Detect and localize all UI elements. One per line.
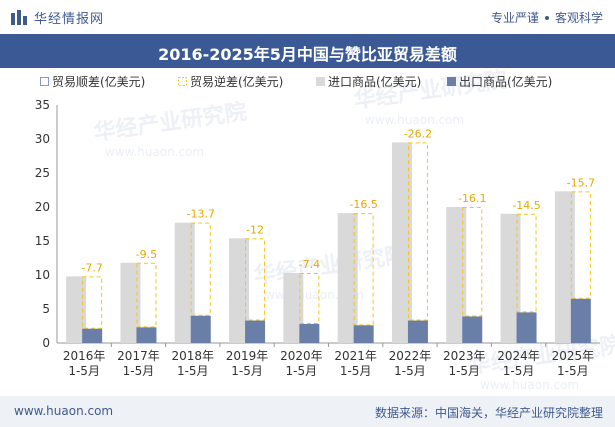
legend-swatch-export: [447, 77, 456, 86]
legend-label-import: 进口商品(亿美元): [328, 74, 421, 89]
deficit-data-label: -13.7: [187, 208, 215, 221]
tagline-right: 客观科学: [554, 11, 603, 25]
y-tick-label: 20: [35, 200, 50, 214]
deficit-bar: [353, 213, 374, 326]
export-bar: [462, 316, 483, 343]
brand-logo-icon: [11, 9, 27, 25]
watermark-url: www.huaon.com: [105, 145, 204, 159]
deficit-bar: [245, 238, 266, 321]
y-tick-label: 0: [42, 336, 50, 350]
deficit-data-label: -26.2: [404, 127, 432, 140]
deficit-bar: [462, 207, 483, 317]
import-bar: [446, 207, 467, 343]
deficit-bar: [190, 222, 211, 316]
x-tick-label: 2016年 1-5月: [63, 349, 106, 378]
deficit-data-label: -16.5: [349, 198, 377, 211]
export-bar: [353, 325, 374, 343]
title-bar: 2016-2025年5月中国与赞比亚贸易差额: [0, 34, 615, 68]
export-bar: [407, 320, 428, 343]
deficit-bar: [516, 213, 537, 313]
separator-dot-icon: [544, 15, 549, 20]
export-bar: [516, 312, 537, 343]
y-tick-label: 15: [35, 234, 50, 248]
tagline-left: 专业严谨: [490, 11, 539, 25]
deficit-bar: [136, 262, 157, 328]
import-bar: [391, 142, 412, 343]
brand: 华经情报网: [10, 8, 104, 27]
deficit-bar: [570, 191, 591, 299]
x-tick-label: 2025年 1-5月: [552, 349, 595, 378]
watermark-url: www.huaon.com: [365, 113, 464, 127]
export-bar: [245, 320, 266, 343]
watermark-url: www.huaon.com: [480, 378, 579, 392]
watermark-text: 华经产业研究院: [252, 242, 408, 289]
x-tick-label: 2017年 1-5月: [117, 349, 160, 378]
deficit-bar: [407, 142, 428, 321]
export-bar: [82, 328, 103, 343]
import-bar: [66, 276, 87, 343]
deficit-data-label: -7.4: [299, 258, 320, 271]
legend-label-export: 出口商品(亿美元): [459, 74, 552, 89]
y-tick-label: 25: [35, 166, 50, 180]
x-tick-label: 2018年 1-5月: [171, 349, 214, 378]
x-tick-label: 2021年 1-5月: [334, 349, 377, 378]
x-tick-label: 2024年 1-5月: [497, 349, 540, 378]
brand-name: 华经情报网: [34, 12, 105, 27]
import-bar: [120, 262, 141, 343]
chart: 华经产业研究院www.huaon.com华经产业研究院www.huaon.com…: [35, 68, 615, 392]
deficit-data-label: -9.5: [136, 248, 157, 261]
deficit-data-label: -14.5: [512, 199, 540, 212]
deficit-data-label: -12: [246, 223, 264, 236]
export-bar: [136, 327, 157, 343]
deficit-data-label: -16.1: [458, 192, 486, 205]
import-bar: [500, 213, 521, 343]
watermark-text: 华经产业研究院: [92, 99, 248, 146]
x-tick-label: 2023年 1-5月: [443, 349, 486, 378]
legend-swatch-surplus: [40, 77, 49, 86]
export-bar: [570, 298, 591, 343]
export-bar: [299, 323, 320, 343]
x-tick-label: 2019年 1-5月: [226, 349, 269, 378]
top-bar: 华经情报网 专业严谨 客观科学: [0, 0, 615, 34]
export-bar: [190, 315, 211, 343]
x-tick-label: 2022年 1-5月: [389, 349, 432, 378]
deficit-data-label: -7.7: [81, 261, 102, 274]
import-bar: [337, 213, 358, 343]
y-tick-label: 35: [35, 98, 50, 112]
deficit-bar: [82, 276, 103, 329]
legend-swatch-import: [316, 77, 325, 86]
footer-url[interactable]: www.huaon.com: [14, 404, 114, 418]
import-bar: [554, 191, 575, 343]
import-bar: [283, 272, 304, 343]
import-bar: [174, 222, 195, 343]
footer: www.huaon.com 数据来源：中国海关，华经产业研究院整理: [0, 396, 615, 427]
deficit-bar: [299, 272, 320, 324]
legend-label-surplus: 贸易顺差(亿美元): [52, 74, 145, 89]
y-tick-label: 10: [35, 268, 50, 282]
y-tick-label: 5: [42, 302, 50, 316]
y-tick-label: 30: [35, 132, 50, 146]
tagline: 专业严谨 客观科学: [491, 9, 603, 26]
deficit-data-label: -15.7: [567, 176, 595, 189]
chart-title: 2016-2025年5月中国与赞比亚贸易差额: [158, 45, 457, 64]
x-tick-label: 2020年 1-5月: [280, 349, 323, 378]
legend-label-deficit: 贸易逆差(亿美元): [190, 74, 283, 89]
footer-source: 数据来源：中国海关，华经产业研究院整理: [374, 406, 603, 420]
import-bar: [229, 238, 250, 343]
legend-swatch-deficit: [178, 77, 187, 86]
